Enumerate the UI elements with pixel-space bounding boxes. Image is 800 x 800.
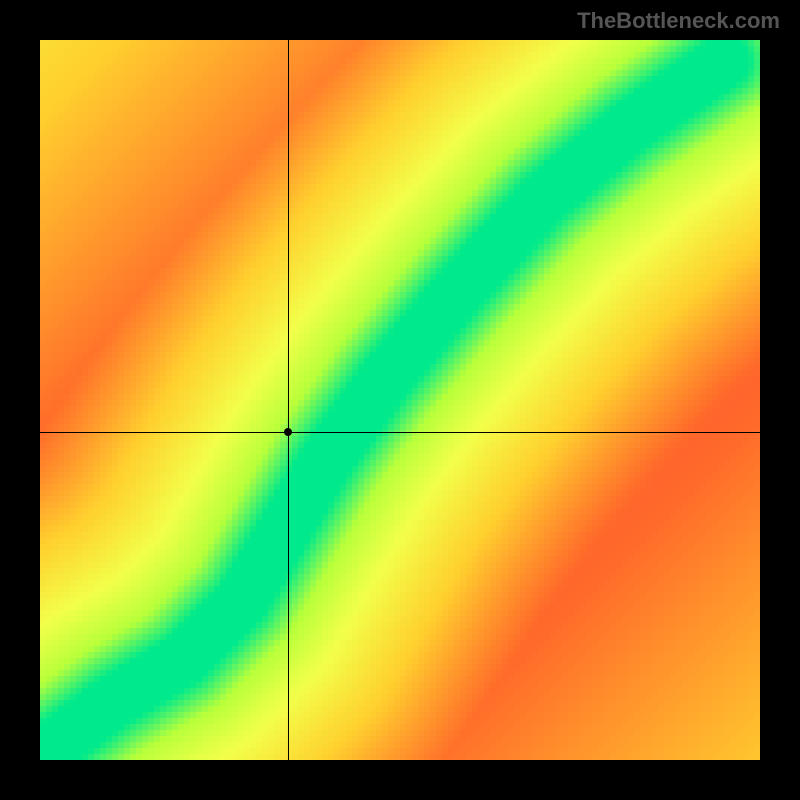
plot-area [40, 40, 760, 760]
chart-container: TheBottleneck.com [0, 0, 800, 800]
heatmap-canvas [40, 40, 760, 760]
crosshair-horizontal [40, 432, 760, 433]
crosshair-vertical [288, 40, 289, 760]
crosshair-marker [284, 428, 292, 436]
watermark-text: TheBottleneck.com [577, 8, 780, 34]
